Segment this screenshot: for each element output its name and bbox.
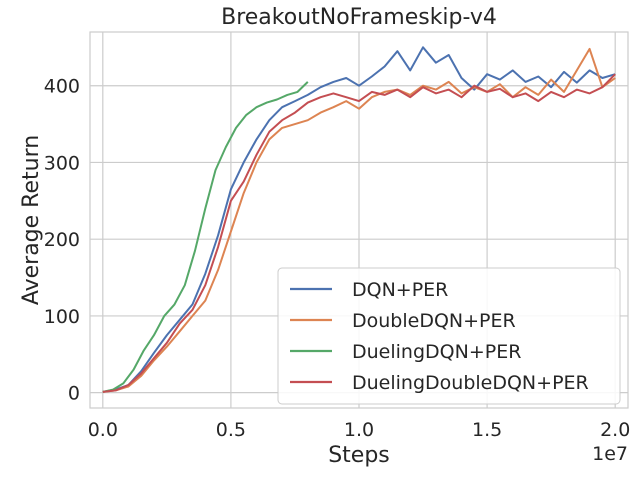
y-axis-label: Average Return — [19, 135, 44, 305]
x-tick-label: 2.0 — [600, 419, 630, 441]
series-line-doubledqn-per — [102, 47, 616, 393]
series-layer — [102, 46, 616, 393]
x-offset-label: 1e7 — [592, 443, 628, 465]
x-tick-label: 1.5 — [472, 419, 502, 441]
y-tick-label: 100 — [44, 306, 80, 328]
y-tick-label: 300 — [44, 152, 80, 174]
y-tick-label: 200 — [44, 229, 80, 251]
legend-label-duelingdqn-per: DuelingDQN+PER — [352, 341, 521, 363]
series-line-duelingdqn-per — [102, 81, 309, 393]
legend-label-doubledqn-per: DoubleDQN+PER — [352, 310, 516, 332]
x-tick-label: 0.5 — [216, 419, 246, 441]
x-tick-label: 1.0 — [344, 419, 374, 441]
legend-label-duelingdoubledqn-per: DuelingDoubleDQN+PER — [352, 372, 589, 394]
legend-label-dqn-per: DQN+PER — [352, 279, 448, 301]
series-line-dqn-per — [102, 46, 616, 393]
y-tick-label: 0 — [68, 383, 80, 405]
chart-title: BreakoutNoFrameskip-v4 — [221, 5, 497, 30]
legend: DQN+PER DoubleDQN+PER DuelingDQN+PER Due… — [277, 267, 621, 405]
legend-box — [277, 267, 621, 405]
x-tick-label: 0.0 — [88, 419, 118, 441]
y-tick-label: 400 — [44, 76, 80, 98]
series-line-duelingdoubledqn-per — [102, 73, 616, 393]
x-axis-label: Steps — [328, 443, 390, 468]
x-tick-labels: 0.0 0.5 1.0 1.5 2.0 — [88, 419, 631, 441]
y-tick-labels: 0 100 200 300 400 — [44, 76, 80, 405]
